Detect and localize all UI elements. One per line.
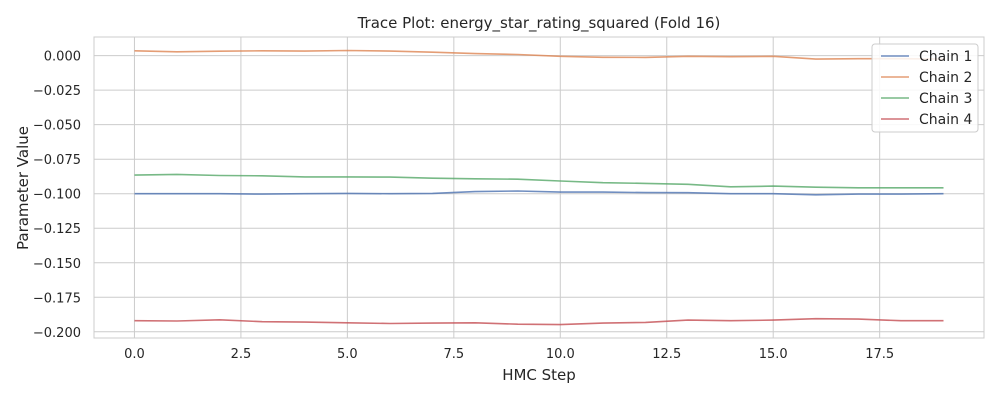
x-tick-label: 17.5 [865,347,894,362]
tick-label-layer: 0.0 2.5 5.0 7.5 10.0 12.5 15.0 17.5 0.000 −0.025 −… [33,50,894,362]
x-tick-label: 15.0 [759,347,788,362]
x-axis-label: HMC Step [502,366,576,384]
y-tick-label: −0.200 [33,326,81,341]
x-tick-label: 0.0 [124,347,145,362]
y-tick-label: −0.050 [33,119,81,134]
chart-legend: Chain 1 Chain 2 Chain 3 Chain 4 [871,43,979,133]
legend-label-chain-2: Chain 2 [919,70,972,86]
legend-box [871,43,979,133]
x-tick-label: 10.0 [546,347,575,362]
x-tick-label: 7.5 [443,347,464,362]
series-layer [134,49,944,326]
legend-label-chain-1: Chain 1 [919,49,972,65]
legend-label-chain-3: Chain 3 [919,91,972,107]
y-tick-label: −0.125 [33,222,81,237]
series-line-chain-4 [134,317,944,326]
y-tick-label: −0.100 [33,188,81,203]
series-line-chain-2 [134,49,944,60]
series-line-chain-1 [134,190,944,196]
y-axis-label: Parameter Value [14,126,32,250]
y-tick-label: −0.025 [33,84,81,99]
series-line-chain-3 [134,173,944,189]
x-tick-label: 12.5 [652,347,681,362]
chart-title: Trace Plot: energy_star_rating_squared (… [357,14,721,33]
legend-label-chain-4: Chain 4 [919,112,972,128]
x-tick-label: 2.5 [231,347,252,362]
x-tick-label: 5.0 [337,347,358,362]
plot-frame [93,36,985,339]
y-tick-label: −0.150 [33,257,81,272]
y-tick-label: −0.075 [33,153,81,168]
y-tick-label: 0.000 [44,50,81,65]
y-tick-label: −0.175 [33,291,81,306]
